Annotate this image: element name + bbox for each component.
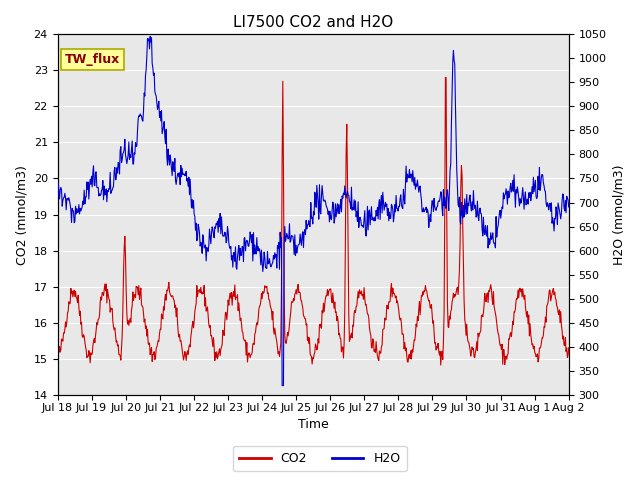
Y-axis label: H2O (mmol/m3): H2O (mmol/m3) xyxy=(612,164,625,265)
Y-axis label: CO2 (mmol/m3): CO2 (mmol/m3) xyxy=(15,165,28,264)
Legend: CO2, H2O: CO2, H2O xyxy=(233,446,407,471)
X-axis label: Time: Time xyxy=(298,419,328,432)
Text: TW_flux: TW_flux xyxy=(65,53,120,66)
Title: LI7500 CO2 and H2O: LI7500 CO2 and H2O xyxy=(233,15,393,30)
